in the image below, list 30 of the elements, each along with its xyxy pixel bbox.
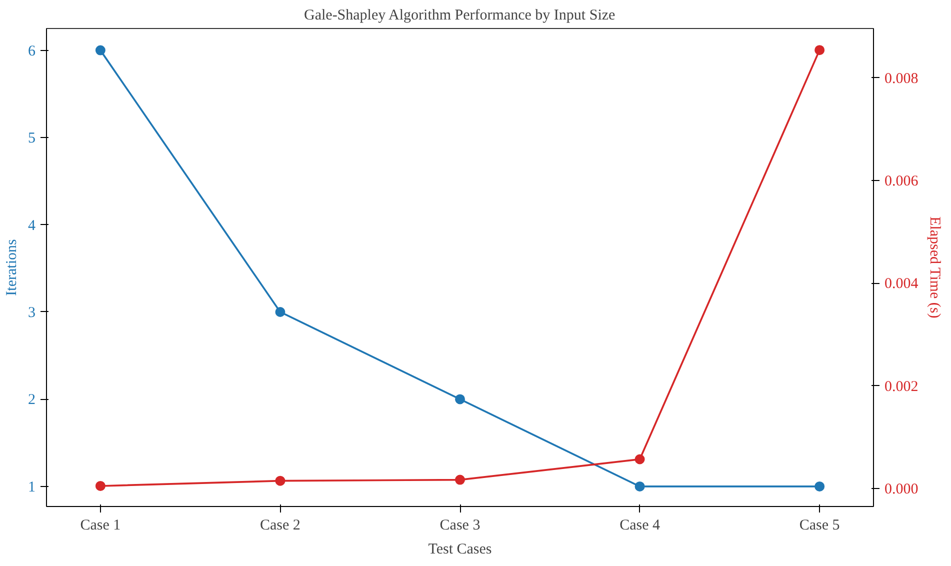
- y2-tick-label: 0.000: [884, 482, 918, 498]
- y-tick-label: 3: [28, 304, 36, 321]
- x-tick-label: Case 1: [80, 518, 121, 534]
- point: [634, 481, 645, 492]
- y2-tick-label: 0.004: [884, 276, 919, 292]
- x-tick-label: Case 2: [260, 518, 300, 534]
- x-axis-title: Test Cases: [428, 542, 492, 558]
- y2-axis-title: Elapsed Time (s): [926, 216, 942, 318]
- point: [455, 394, 465, 404]
- point: [275, 476, 286, 486]
- chart-title: Gale-Shapley Algorithm Performance by Input Size: [304, 8, 616, 24]
- y-tick-label: 4: [28, 218, 36, 234]
- y2-tick-label: 0.002: [884, 378, 918, 395]
- y-tick-label: 5: [28, 130, 36, 147]
- point: [634, 454, 645, 464]
- point: [95, 480, 106, 491]
- x-tick-label: Case 3: [440, 518, 480, 534]
- y-tick-label: 1: [28, 479, 36, 496]
- x-tick-label: Case 5: [799, 518, 840, 534]
- x-tick-label: Case 4: [620, 518, 660, 534]
- y-tick-label: 2: [28, 392, 36, 408]
- y-axis-title: Iterations: [4, 239, 20, 296]
- y-tick-label: 6: [28, 43, 36, 60]
- point: [814, 481, 825, 492]
- y2-tick-label: 0.008: [884, 70, 918, 87]
- point: [275, 306, 286, 317]
- point: [455, 474, 465, 485]
- point: [814, 45, 825, 56]
- y2-tick-label: 0.006: [884, 173, 919, 190]
- point: [95, 45, 106, 56]
